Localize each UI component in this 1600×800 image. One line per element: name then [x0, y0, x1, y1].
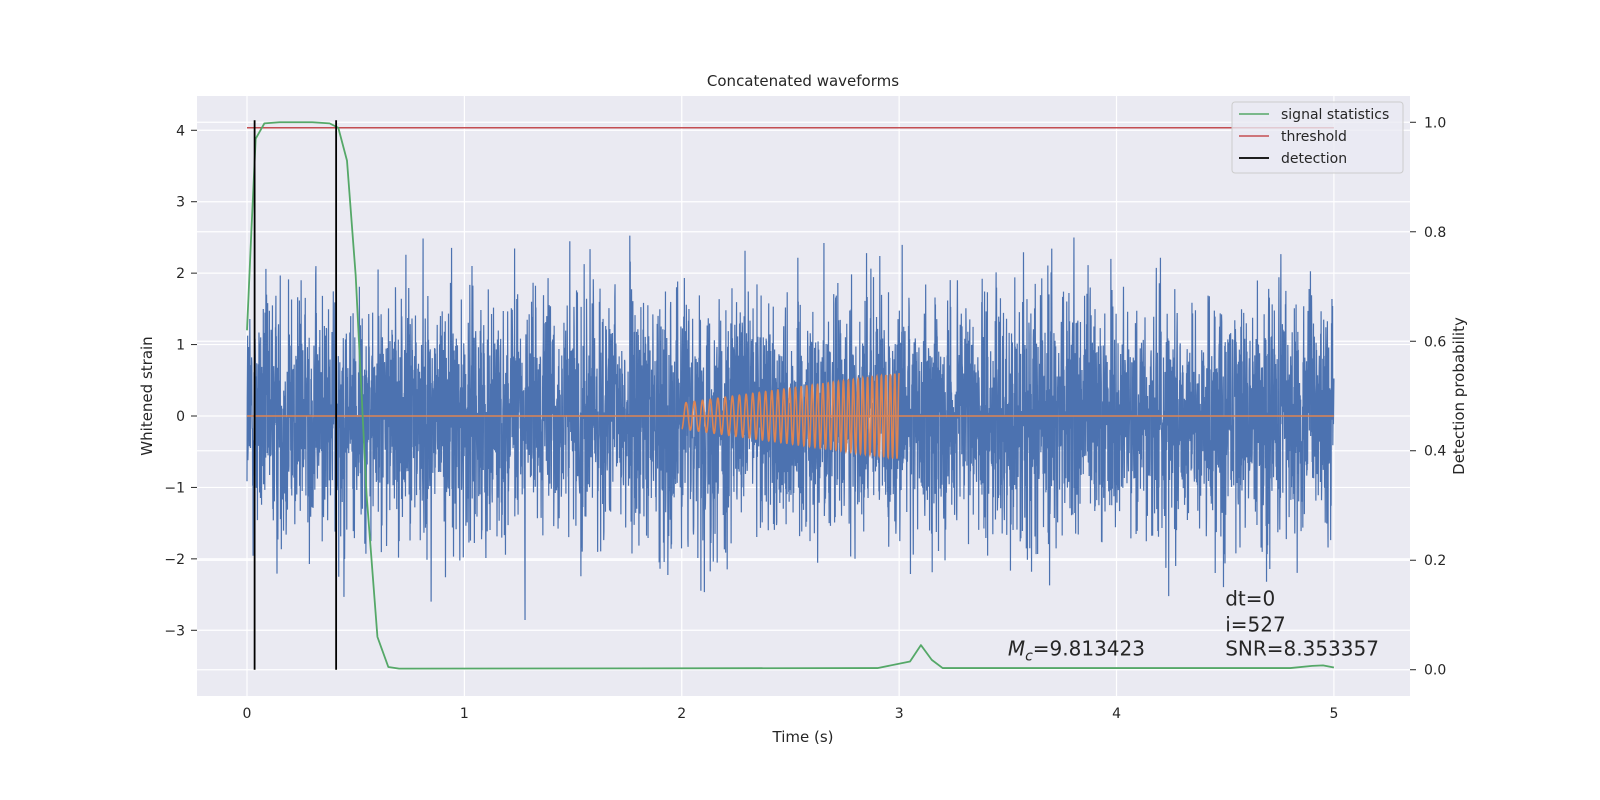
annotation-2: i=527	[1225, 613, 1286, 637]
x-tick-label: 3	[895, 706, 904, 722]
legend-box	[1231, 101, 1404, 174]
x-tick-label: 1	[460, 706, 469, 722]
legend: signal statistics threshold detection	[1231, 101, 1404, 174]
x-axis: 0 1 2 3 4 5	[243, 706, 1339, 722]
y-right-tick-label: 0.6	[1424, 334, 1446, 350]
series-layer	[246, 120, 1335, 670]
y-tick-label: 4	[176, 123, 185, 139]
y-right-tick-label: 0.0	[1424, 663, 1446, 679]
x-tick-label: 0	[243, 706, 252, 722]
y-tick-label: −3	[164, 623, 185, 639]
y-tick-label: 2	[176, 266, 185, 282]
y-axis-left: −3 −2 −1 0 1 2 3 4	[164, 123, 197, 639]
y-right-tick-label: 1.0	[1424, 115, 1446, 131]
y-tick-label: −1	[164, 480, 185, 496]
y-axis-label: Whitened strain	[138, 336, 156, 455]
series-injected-signal	[681, 372, 900, 460]
legend-label-signal-statistics: signal statistics	[1281, 107, 1389, 123]
x-tick-label: 2	[677, 706, 686, 722]
chart-title: Concatenated waveforms	[707, 72, 899, 90]
legend-label-detection: detection	[1281, 151, 1347, 167]
x-tick-label: 5	[1329, 706, 1338, 722]
y-tick-label: 3	[176, 195, 185, 211]
x-axis-label: Time (s)	[772, 728, 834, 746]
y-tick-label: −2	[164, 552, 185, 568]
y-right-tick-label: 0.2	[1424, 553, 1446, 569]
annotation-0: Mc=9.813423	[1008, 636, 1145, 664]
series-signal-statistics	[246, 121, 1335, 670]
y-axis-right: 0.0 0.2 0.4 0.6 0.8 1.0	[1410, 115, 1446, 679]
y-tick-label: 1	[176, 338, 185, 354]
x-tick-label: 4	[1112, 706, 1121, 722]
y-axis-right-label: Detection probability	[1450, 317, 1468, 475]
y-right-tick-label: 0.4	[1424, 444, 1446, 460]
annotation-3: SNR=8.353357	[1225, 636, 1379, 660]
annotation-1: dt=0	[1225, 586, 1275, 610]
legend-label-threshold: threshold	[1281, 129, 1347, 145]
y-right-tick-label: 0.8	[1424, 225, 1446, 241]
y-tick-label: 0	[176, 409, 185, 425]
